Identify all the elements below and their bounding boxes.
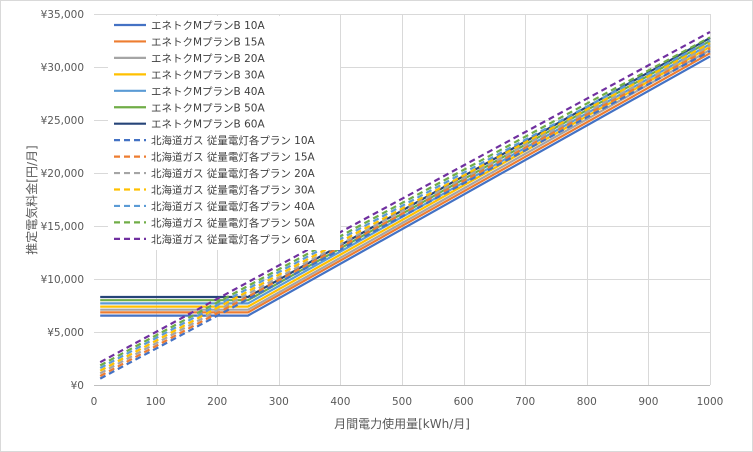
legend-label: 北海道ガス 従量電灯各プラン 40A: [151, 200, 316, 213]
series-line: [100, 55, 711, 317]
series-line: [99, 39, 711, 369]
x-tick-label: 400: [330, 396, 350, 408]
y-tick-label: ¥0: [71, 380, 84, 392]
series-line: [100, 36, 711, 299]
legend-label: 北海道ガス 従量電灯各プラン 50A: [151, 216, 316, 229]
series-line: [100, 49, 711, 311]
series-line: [99, 44, 711, 375]
series-line: [99, 47, 711, 377]
y-tick-label: ¥25,000: [41, 115, 84, 127]
series-line: [100, 45, 711, 308]
x-tick-label: 700: [515, 396, 535, 408]
series-line: [100, 40, 711, 302]
x-tick-labels: 0 100 200 300 400 500 600 700 800 900 1000: [91, 396, 724, 408]
legend-label: エネトクMプランB 40A: [151, 86, 265, 98]
series-line: [99, 31, 711, 364]
series-line: [99, 50, 711, 380]
x-tick-label: 300: [269, 396, 289, 408]
y-axis-label: 推定電気料金[円/月]: [24, 145, 39, 254]
y-tick-labels: ¥0 ¥5,000 ¥10,000 ¥15,000 ¥20,000 ¥25,000 ¥30,…: [41, 9, 84, 392]
legend-label: 北海道ガス 従量電灯各プラン 30A: [151, 184, 316, 197]
y-tick-label: ¥15,000: [41, 221, 84, 233]
legend-label: 北海道ガス 従量電灯各プラン 60A: [151, 233, 316, 246]
x-tick-label: 900: [638, 396, 658, 408]
legend-label: エネトクMプランB 15A: [151, 36, 265, 48]
y-tick-label: ¥35,000: [41, 9, 84, 21]
legend: エネトクMプランB 10A エネトクMプランB 15A エネトクMプランB 20A エ…: [108, 16, 340, 250]
y-tick-label: ¥5,000: [47, 327, 84, 339]
y-tick-label: ¥10,000: [41, 274, 84, 286]
x-tick-label: 800: [577, 396, 597, 408]
series-line: [99, 36, 711, 367]
y-tick-label: ¥30,000: [41, 62, 84, 74]
series-line: [100, 52, 711, 314]
x-tick-label: 500: [392, 396, 412, 408]
legend-label: エネトクMプランB 30A: [151, 69, 265, 81]
series-lines: [99, 31, 711, 380]
legend-label: 北海道ガス 従量電灯各プラン 20A: [151, 167, 316, 180]
legend-label: 北海道ガス 従量電灯各プラン 15A: [151, 151, 316, 164]
x-tick-label: 0: [91, 396, 98, 408]
y-tick-label: ¥20,000: [41, 168, 84, 180]
x-axis-label: 月間電力使用量[kWh/月]: [334, 416, 470, 431]
legend-label: エネトクMプランB 60A: [151, 119, 265, 131]
series-line: [100, 43, 711, 305]
x-tick-label: 100: [146, 396, 166, 408]
series-line: [99, 42, 711, 372]
legend-label: 北海道ガス 従量電灯各プラン 10A: [151, 134, 316, 147]
legend-box: [108, 16, 340, 250]
legend-label: エネトクMプランB 50A: [151, 102, 265, 114]
legend-label: エネトクMプランB 20A: [151, 53, 265, 65]
x-tick-label: 200: [207, 396, 227, 408]
x-tick-label: 600: [454, 396, 474, 408]
legend-label: エネトクMプランB 10A: [151, 20, 265, 32]
x-tick-label: 1000: [697, 396, 724, 408]
